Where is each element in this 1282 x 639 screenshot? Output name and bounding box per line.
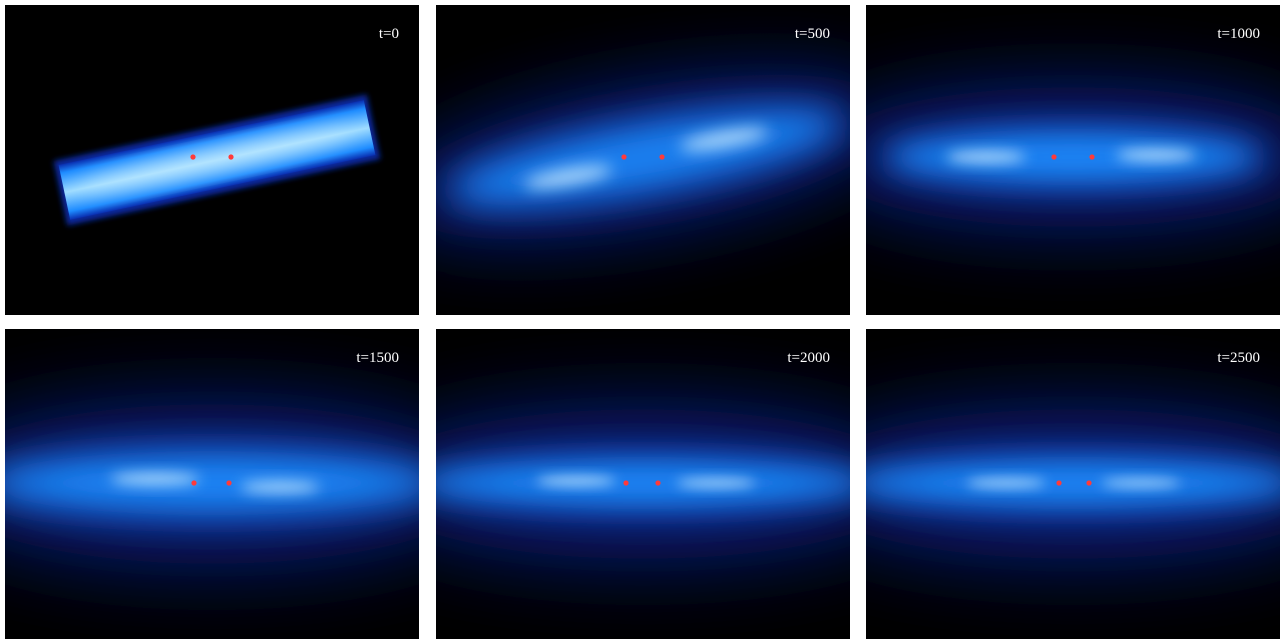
time-label: t=500 xyxy=(794,26,830,42)
marker-dot xyxy=(228,154,234,160)
marker-dot xyxy=(1086,480,1092,486)
density-image-t1000 xyxy=(866,87,1280,227)
density-image-t0 xyxy=(53,94,381,226)
time-label: t=1500 xyxy=(356,350,399,366)
marker-dot xyxy=(1056,480,1062,486)
marker-dot xyxy=(655,480,661,486)
marker-dot xyxy=(226,480,232,486)
marker-dot xyxy=(1051,154,1057,160)
time-label: t=1000 xyxy=(1217,26,1260,42)
marker-dot xyxy=(621,154,627,160)
panel-t500: t=500 xyxy=(436,5,850,315)
panel-t0: t=0 xyxy=(5,5,419,315)
panel-t1000: t=1000 xyxy=(866,5,1280,315)
time-label: t=2500 xyxy=(1217,350,1260,366)
panel-t1500: t=1500 xyxy=(5,329,419,639)
marker-dot xyxy=(623,480,629,486)
panel-t2500: t=2500 xyxy=(866,329,1280,639)
density-image-t2500 xyxy=(866,409,1280,559)
density-image-t2000 xyxy=(436,409,850,559)
marker-dot xyxy=(191,480,197,486)
panel-t2000: t=2000 xyxy=(436,329,850,639)
marker-dot xyxy=(1089,154,1095,160)
marker-dot xyxy=(190,154,196,160)
time-label: t=2000 xyxy=(787,350,830,366)
density-image-t500 xyxy=(436,74,850,240)
density-image-t1500 xyxy=(5,404,419,564)
marker-dot xyxy=(659,154,665,160)
time-label: t=0 xyxy=(378,26,399,42)
